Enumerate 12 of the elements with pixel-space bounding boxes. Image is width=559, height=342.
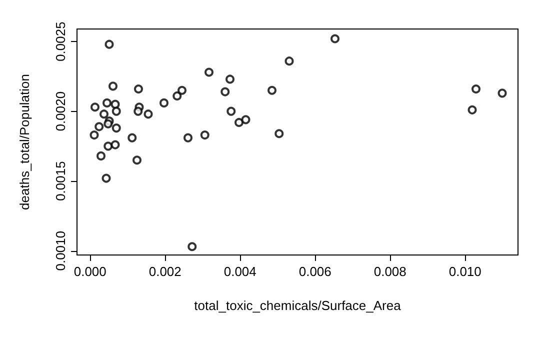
x-tick-label: 0.004 (224, 264, 256, 279)
x-axis-title: total_toxic_chemicals/Surface_Area (194, 298, 402, 313)
x-tick-label: 0.008 (374, 264, 406, 279)
x-tick-label: 0.010 (448, 264, 482, 279)
x-tick-label: 0.000 (74, 264, 106, 279)
y-tick-label: 0.0010 (53, 230, 68, 271)
y-tick-label: 0.0015 (53, 161, 68, 201)
y-tick-label: 0.0020 (53, 91, 68, 132)
y-tick-label: 0.0025 (53, 22, 68, 62)
x-tick-label: 0.002 (148, 264, 182, 279)
y-axis-title: deaths_total/Population (17, 74, 32, 210)
x-tick-label: 0.006 (298, 264, 332, 279)
